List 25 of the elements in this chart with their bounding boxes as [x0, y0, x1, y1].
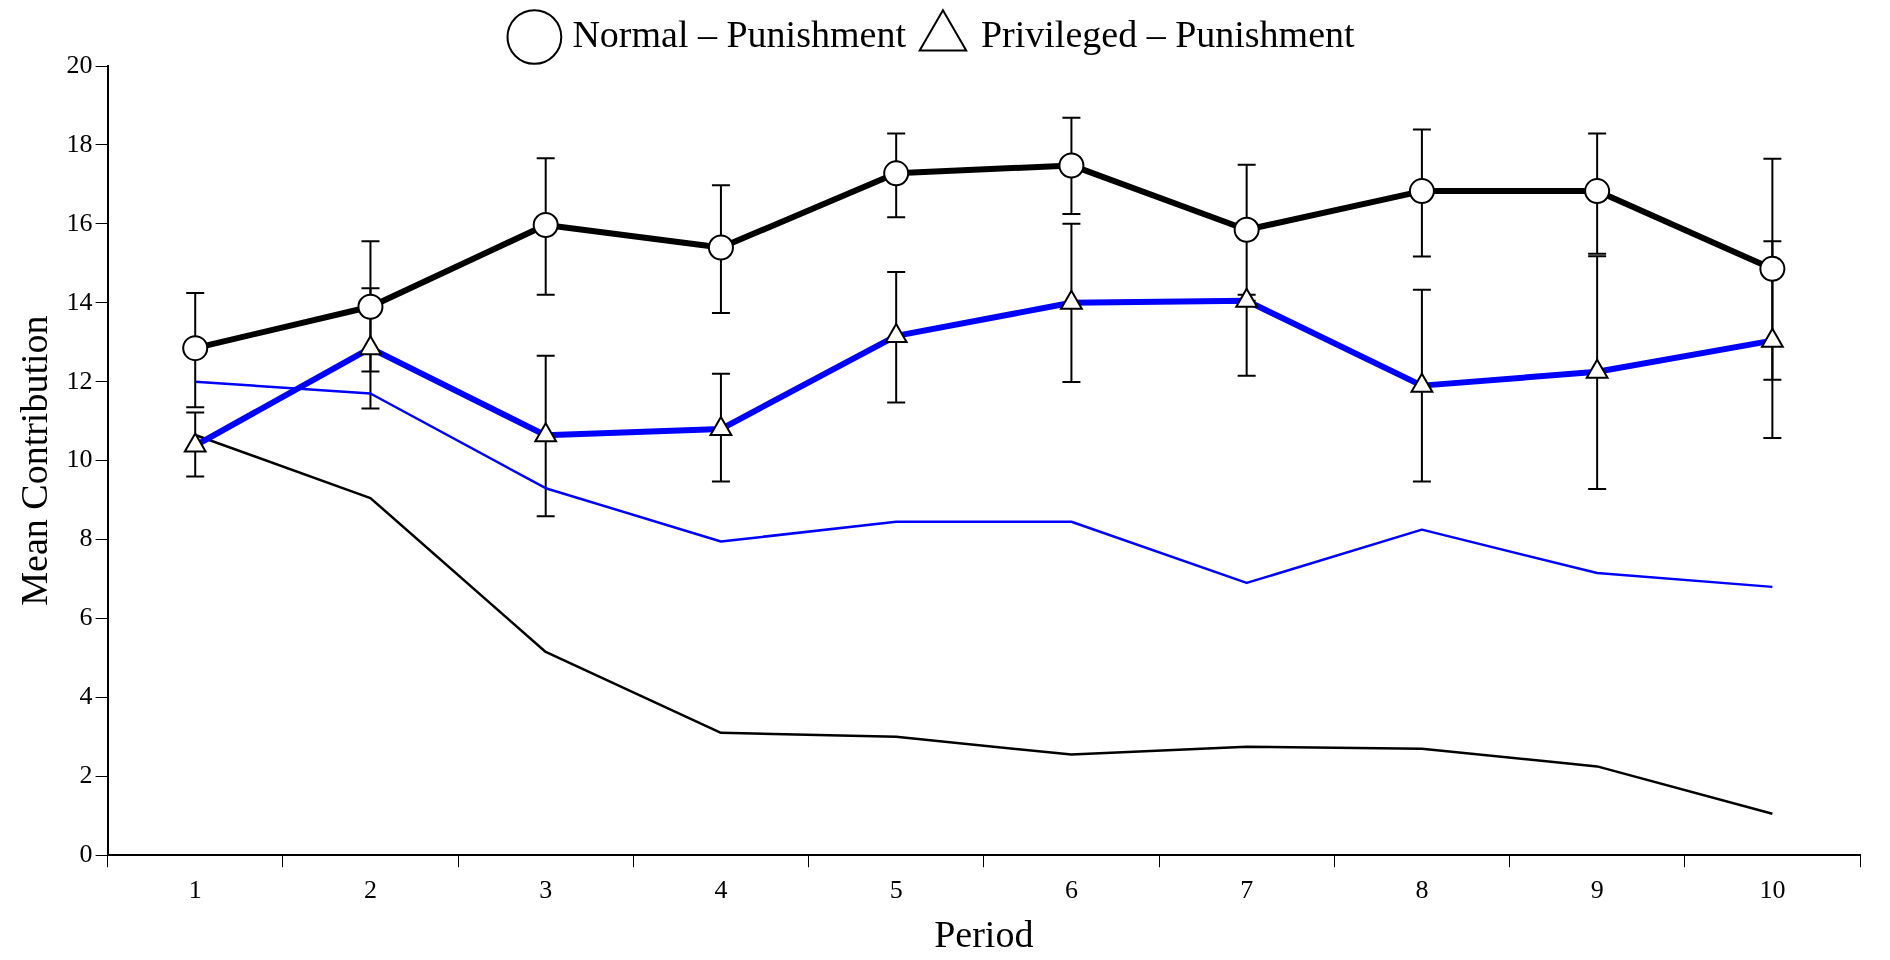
x-tick-label: 8 — [1415, 874, 1429, 904]
y-tick-label: 20 — [66, 49, 93, 79]
y-tick-label: 10 — [66, 444, 93, 474]
x-tick-label: 4 — [714, 874, 728, 904]
y-tick-label: 0 — [79, 839, 93, 869]
x-tick-label: 2 — [363, 874, 377, 904]
x-tick-label: 10 — [1759, 874, 1786, 904]
legend-label: Normal – Punishment — [572, 12, 907, 55]
legend-label: Privileged – Punishment — [980, 12, 1356, 55]
x-tick-label: 5 — [889, 874, 903, 904]
x-tick-label: 6 — [1064, 874, 1078, 904]
y-tick-label: 16 — [66, 207, 93, 237]
y-tick-label: 2 — [79, 760, 93, 790]
y-tick-label: 4 — [79, 681, 93, 711]
x-axis-title: Period — [934, 913, 1034, 956]
y-axis-title: Mean Contribution — [12, 315, 55, 606]
y-tick-label: 8 — [79, 523, 93, 553]
y-tick-label: 14 — [66, 286, 93, 316]
x-tick-label: 3 — [539, 874, 553, 904]
y-tick-label: 12 — [66, 365, 93, 395]
y-tick-label: 18 — [66, 128, 93, 158]
y-tick-label: 6 — [79, 602, 93, 632]
x-tick-label: 9 — [1590, 874, 1604, 904]
x-tick-label: 7 — [1240, 874, 1254, 904]
x-tick-label: 1 — [188, 874, 202, 904]
